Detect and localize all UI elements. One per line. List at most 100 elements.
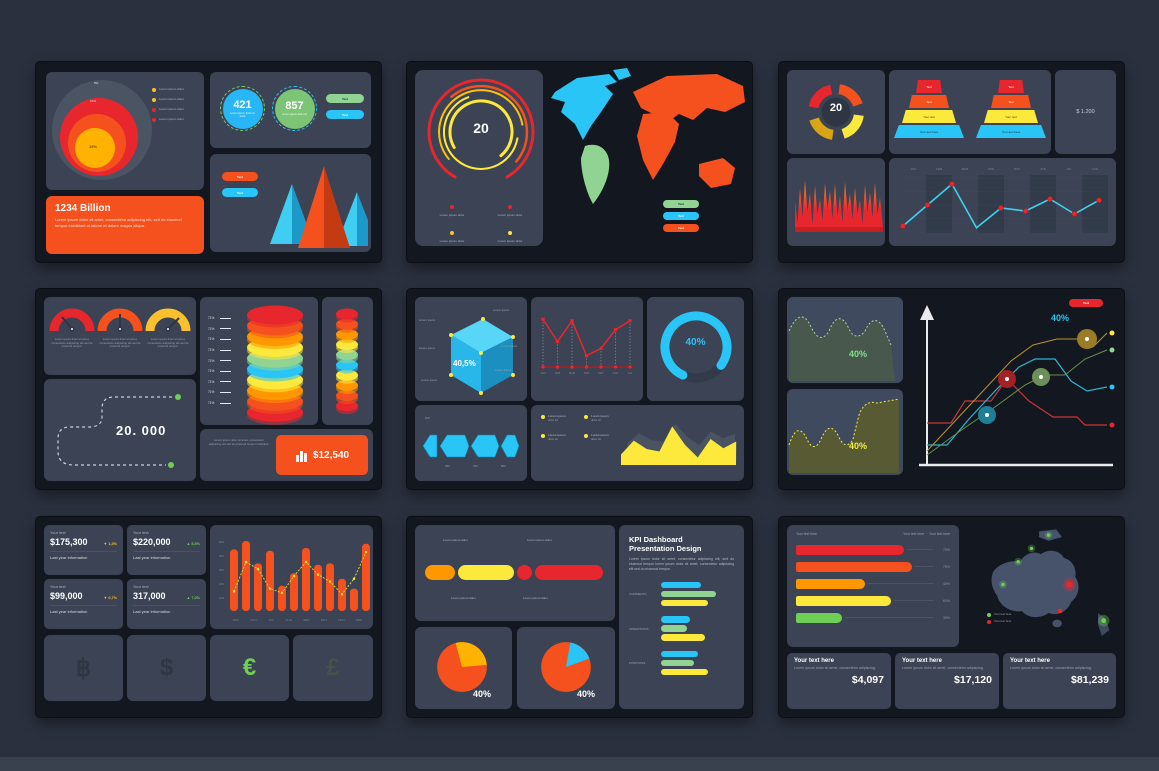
svg-text:SEP: SEP	[303, 618, 309, 622]
cyan-pill-button[interactable]: Text	[663, 212, 699, 220]
svg-text:DEC: DEC	[356, 618, 363, 622]
yellow-area-panel: 40%	[787, 389, 903, 475]
legend-item: Lorem ipsum dolor	[152, 107, 200, 112]
money-value: $12,540	[312, 449, 350, 461]
mountain-area-chart	[621, 423, 737, 465]
delta-badge: ▼ 1,3%	[103, 542, 117, 546]
concentric-circles-panel: 5% 10% 15% Lorem ipsum dolor Lorem ipsum…	[46, 72, 204, 190]
svg-text:500: 500	[219, 540, 224, 544]
australia-map	[991, 529, 1110, 636]
concentric-circles-chart	[52, 80, 152, 180]
waveform-chart	[795, 180, 883, 232]
price-panel: $ 1.200	[1055, 70, 1116, 154]
world-map	[551, 68, 745, 204]
slide-4[interactable]: Lorem ipsum dolor sit amet, consectetur …	[36, 289, 381, 489]
currency-tile-bitcoin[interactable]: ฿	[44, 635, 123, 701]
currency-tile-pound[interactable]: £	[293, 635, 373, 701]
headline: 1234 Billion	[55, 203, 111, 214]
price-value: $ 1.200	[1076, 109, 1095, 115]
value-card: Your text here Lorem ipsum dolor sit ame…	[895, 653, 999, 709]
red-pill-button[interactable]: Text	[1069, 299, 1103, 307]
svg-text:JUN: JUN	[1040, 167, 1046, 171]
dollar-icon: $	[159, 654, 174, 681]
legend-dot-icon	[508, 205, 512, 209]
orange-pill-button[interactable]: Text	[222, 172, 258, 181]
disc-label: 71%	[208, 355, 231, 366]
ring-label-outer: 5%	[94, 81, 99, 85]
legend-dot-icon	[584, 415, 588, 419]
green-pill-button[interactable]: Text	[326, 94, 364, 103]
currency-tile-euro[interactable]: €	[210, 635, 289, 701]
money-panel: Lorem ipsum dolor sit amet, consectetur …	[200, 429, 373, 481]
svg-text:JUL: JUL	[1066, 167, 1072, 171]
slide-6[interactable]: 40% 40% 40% Text	[779, 289, 1124, 489]
svg-text:OCT: OCT	[321, 618, 328, 622]
slide-2[interactable]: 20 Lorem ipsum dolor Lorem ipsum dolor L…	[407, 62, 752, 262]
disc-label: 71%	[208, 313, 231, 324]
donut-value: 20	[473, 120, 489, 136]
legend-item: Lorem ipsum dolor sit	[584, 433, 621, 441]
next-row-peek-strip	[0, 757, 1159, 771]
chevron-panel: 100 300 700 800	[415, 405, 527, 481]
orange-pill-button[interactable]: Text	[663, 224, 699, 232]
hbars-panel: Your text here Your text here · Your tex…	[787, 525, 959, 647]
hbar-row: 30%	[796, 609, 950, 626]
legend-dot-icon	[450, 230, 454, 235]
slide-8[interactable]: Lorem ipsum dolor Lorem ipsum dolor Lore…	[407, 517, 752, 717]
cyan-pill-button[interactable]: Text	[222, 188, 258, 197]
slide-1[interactable]: 5% 10% 15% Lorem ipsum dolor Lorem ipsum…	[36, 62, 381, 262]
route-value: 20. 000	[116, 423, 167, 438]
legend-dot-icon	[152, 98, 156, 102]
stat-card: Your text $99,000 ▼ 0,7% Last year inform…	[44, 579, 123, 629]
pyramids-chart	[270, 166, 368, 248]
pie-value: 40%	[473, 689, 492, 699]
waveform-panel	[787, 158, 885, 246]
badge-857: 857 Lorem ipsum dolor sit	[272, 86, 317, 131]
bar-group: OPERATIONS	[629, 614, 734, 644]
disc-label: 71%	[208, 377, 231, 388]
pie-chart-cyan-slice	[541, 642, 591, 692]
slide-3[interactable]: 20 Text Text Your text Your text here Te…	[779, 62, 1124, 262]
slide-5[interactable]: 40,5% Lorem ipsum Lorem ipsum Lorem ipsu…	[407, 289, 752, 489]
area-value: 40%	[849, 441, 868, 451]
legend-item: Lorem ipsum dolor	[425, 222, 479, 244]
area-value: 40%	[849, 349, 868, 359]
gauge-block: Lorem ipsum dolor sit amet, consectetur …	[49, 305, 95, 367]
donut-rings-panel: 20 Lorem ipsum dolor Lorem ipsum dolor L…	[415, 70, 543, 246]
green-area-chart	[788, 316, 895, 381]
funnel-chart-2: Text Text Your text Your text here	[974, 80, 1048, 154]
segment-orange	[425, 565, 455, 580]
panel-title: KPI Dashboard Presentation Design	[629, 535, 702, 553]
route-panel: 20. 000	[44, 379, 196, 481]
legend-item: Lorem ipsum dolor sit	[541, 414, 578, 422]
bars-line-combo-chart: 500 400 300 200 100 MAY JUN JUL AUG SEP OCT NOV DEC	[219, 540, 370, 622]
segment-capsule-chart	[425, 565, 607, 580]
bars-line-chart-panel: 500 400 300 200 100 MAY JUN JUL AUG SEP OCT NOV DEC	[210, 525, 373, 629]
slide-9[interactable]: Your text here Your text here · Your tex…	[779, 517, 1124, 717]
slide-7[interactable]: Your text $175,300 ▼ 1,3% Last year infor…	[36, 517, 381, 717]
panel-body: Lorem ipsum dolor sit amet, consectetur …	[629, 557, 734, 572]
euro-icon: €	[242, 654, 257, 681]
bitcoin-icon: ฿	[75, 654, 92, 682]
disc-label: 71%	[208, 324, 231, 335]
kpi-text-panel: KPI Dashboard Presentation Design Lorem i…	[619, 525, 744, 709]
currency-tile-dollar[interactable]: $	[127, 635, 206, 701]
gauge-chart-orange	[97, 308, 143, 332]
disc-label: 71%	[208, 334, 231, 345]
legend-item: Lorem ipsum dolor sit	[584, 414, 621, 422]
stat-card: Your text $175,300 ▼ 1,3% Last year infor…	[44, 525, 123, 575]
drop-line-chart: JAN FEB MAR APR MAY JUN JUL	[540, 317, 633, 375]
green-pill-button[interactable]: Text	[663, 200, 699, 208]
legend-item: Lorem ipsum dolor	[152, 117, 200, 122]
highlight-callout-box: 1234 Billion Lorem ipsum dolor sit amet,…	[46, 196, 204, 254]
svg-text:MAY: MAY	[598, 371, 604, 375]
segment-red-circle	[517, 565, 532, 580]
svg-text:JUL: JUL	[628, 371, 633, 375]
svg-text:300: 300	[219, 568, 224, 572]
cyan-pill-button[interactable]: Text	[326, 110, 364, 119]
svg-text:100: 100	[219, 596, 224, 600]
pie-panel-2: 40%	[517, 627, 615, 709]
stacked-discs-chart	[247, 305, 303, 425]
red-line-chart-panel: JAN FEB MAR APR MAY JUN JUL	[531, 297, 643, 401]
pound-icon: £	[326, 654, 340, 681]
